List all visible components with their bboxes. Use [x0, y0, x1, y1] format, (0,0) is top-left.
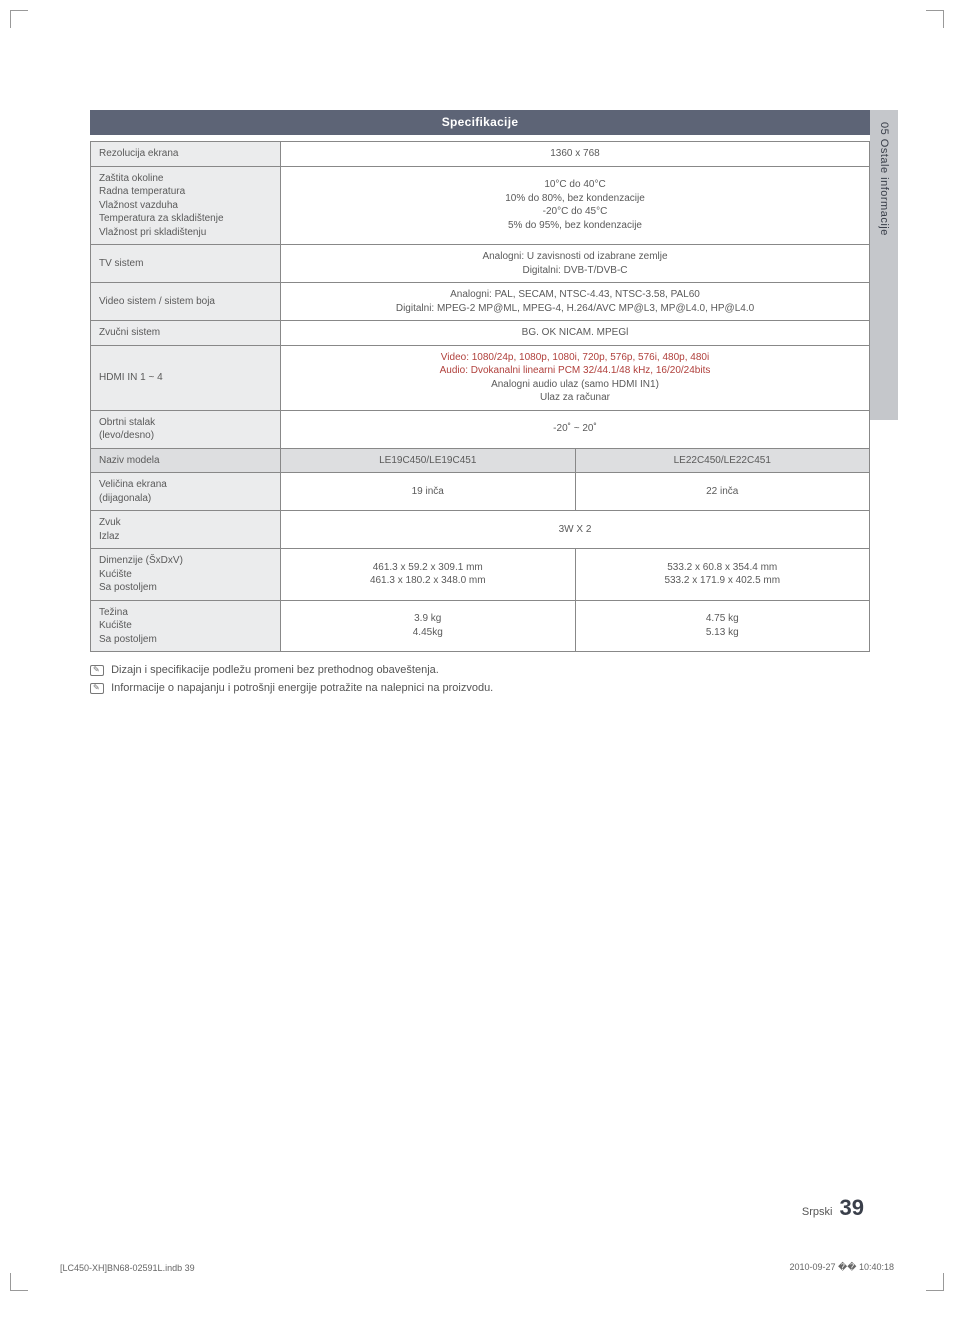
spec-table: Rezolucija ekrana 1360 x 768 Zaštita oko… [90, 141, 870, 652]
note-text: Dizajn i specifikacije podležu promeni b… [111, 664, 439, 676]
spec-value: Analogni: U zavisnosti od izabrane zemlj… [281, 245, 870, 283]
spec-value: 461.3 x 59.2 x 309.1 mm461.3 x 180.2 x 3… [281, 549, 576, 601]
spec-value: 3.9 kg4.45kg [281, 600, 576, 652]
footer-right: 2010-09-27 �� 10:40:18 [789, 1262, 894, 1273]
spec-label: Veličina ekrana(dijagonala) [91, 473, 281, 511]
note-icon [90, 665, 104, 676]
spec-value: 3W X 2 [281, 511, 870, 549]
spec-label: TežinaKućišteSa postoljem [91, 600, 281, 652]
spec-label: Video sistem / sistem boja [91, 283, 281, 321]
spec-value: 533.2 x 60.8 x 354.4 mm533.2 x 171.9 x 4… [575, 549, 870, 601]
table-row: Video sistem / sistem boja Analogni: PAL… [91, 283, 870, 321]
section-header: Specifikacije [90, 110, 870, 135]
spec-label: Dimenzije (ŠxDxV)KućišteSa postoljem [91, 549, 281, 601]
spec-value-black: Analogni audio ulaz (samo HDMI IN1)Ulaz … [491, 379, 659, 404]
spec-label: Zvučni sistem [91, 321, 281, 346]
side-tab: 05 Ostale informacije [870, 110, 898, 420]
spec-value: Analogni: PAL, SECAM, NTSC-4.43, NTSC-3.… [281, 283, 870, 321]
table-row: Zaštita okolineRadna temperaturaVlažnost… [91, 166, 870, 245]
page-lang: Srpski [802, 1206, 833, 1218]
page-number: Srpski 39 [802, 1195, 864, 1221]
spec-label: Obrtni stalak(levo/desno) [91, 410, 281, 448]
model-col: LE19C450/LE19C451 [281, 448, 576, 473]
spec-value: 19 inča [281, 473, 576, 511]
spec-label: HDMI IN 1 ~ 4 [91, 345, 281, 410]
note-icon [90, 683, 104, 694]
spec-value-red: Video: 1080/24p, 1080p, 1080i, 720p, 576… [440, 352, 711, 377]
spec-value: Video: 1080/24p, 1080p, 1080i, 720p, 576… [281, 345, 870, 410]
spec-value: 10°C do 40°C10% do 80%, bez kondenzacije… [281, 166, 870, 245]
table-row: Rezolucija ekrana 1360 x 768 [91, 142, 870, 167]
note-text: Informacije o napajanju i potrošnji ener… [111, 682, 493, 694]
note-line: Informacije o napajanju i potrošnji ener… [90, 682, 870, 694]
spec-label: ZvukIzlaz [91, 511, 281, 549]
footer-left: [LC450-XH]BN68-02591L.indb 39 [60, 1263, 195, 1273]
spec-value: 1360 x 768 [281, 142, 870, 167]
page-num: 39 [840, 1195, 864, 1220]
spec-value: -20˚ ~ 20˚ [281, 410, 870, 448]
crop-mark [10, 1273, 28, 1291]
spec-value: BG. OK NICAM. MPEGl [281, 321, 870, 346]
table-row: ZvukIzlaz 3W X 2 [91, 511, 870, 549]
table-row: HDMI IN 1 ~ 4 Video: 1080/24p, 1080p, 10… [91, 345, 870, 410]
table-row: Dimenzije (ŠxDxV)KućišteSa postoljem 461… [91, 549, 870, 601]
spec-label: Rezolucija ekrana [91, 142, 281, 167]
spec-value: 4.75 kg5.13 kg [575, 600, 870, 652]
page-content: Specifikacije Rezolucija ekrana 1360 x 7… [90, 110, 870, 700]
spec-label: TV sistem [91, 245, 281, 283]
spec-label: Naziv modela [91, 448, 281, 473]
model-col: LE22C450/LE22C451 [575, 448, 870, 473]
model-header-row: Naziv modela LE19C450/LE19C451 LE22C450/… [91, 448, 870, 473]
crop-mark [10, 10, 28, 28]
table-row: Veličina ekrana(dijagonala) 19 inča 22 i… [91, 473, 870, 511]
spec-label: Zaštita okolineRadna temperaturaVlažnost… [91, 166, 281, 245]
table-row: TV sistem Analogni: U zavisnosti od izab… [91, 245, 870, 283]
crop-mark [926, 10, 944, 28]
note-line: Dizajn i specifikacije podležu promeni b… [90, 664, 870, 676]
notes-block: Dizajn i specifikacije podležu promeni b… [90, 664, 870, 694]
side-tab-label: 05 Ostale informacije [878, 122, 890, 236]
crop-mark [926, 1273, 944, 1291]
table-row: Obrtni stalak(levo/desno) -20˚ ~ 20˚ [91, 410, 870, 448]
table-row: Zvučni sistem BG. OK NICAM. MPEGl [91, 321, 870, 346]
table-row: TežinaKućišteSa postoljem 3.9 kg4.45kg 4… [91, 600, 870, 652]
spec-value: 22 inča [575, 473, 870, 511]
